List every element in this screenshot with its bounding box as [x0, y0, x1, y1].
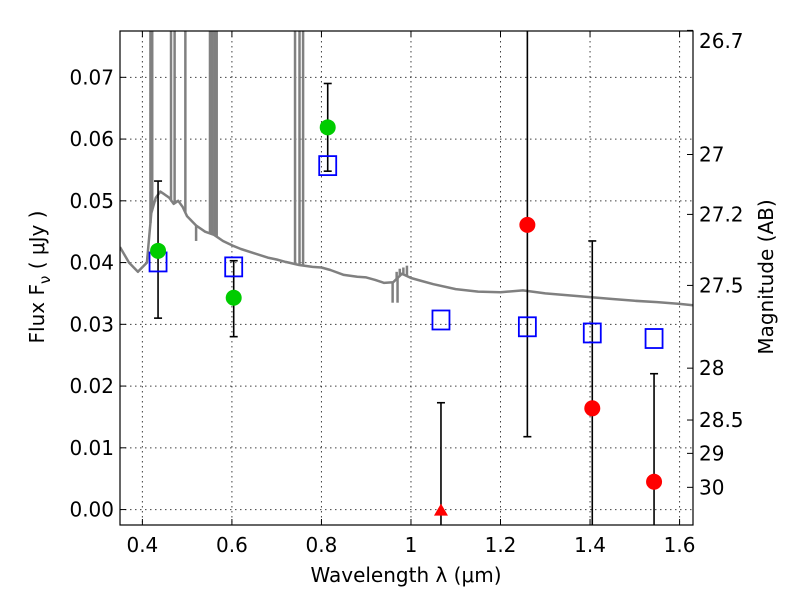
non-detection-triangle [433, 503, 448, 516]
x-tick-label: 1.6 [664, 533, 696, 557]
model-photometry-square [644, 328, 664, 349]
y-tick-label: 0.04 [69, 251, 114, 275]
model-photometry-square [318, 155, 338, 177]
observed-optical-point [319, 119, 336, 136]
magnitude-tick-label: 27.2 [699, 202, 744, 226]
model-photometry-square [224, 256, 244, 278]
y-tick-label: 0.06 [69, 127, 114, 151]
x-tick-label: 0.6 [216, 533, 248, 557]
y-axis-ticks: 0.00 0.01 0.02 0.03 0.04 0.05 0.06 0.07 [69, 65, 126, 522]
error-bars [154, 31, 659, 525]
y-axis-label: Flux Fν ( μJy ) [25, 211, 54, 344]
observed-optical-point [225, 289, 242, 306]
x-tick-label: 0.8 [306, 533, 338, 557]
y-tick-label: 0.01 [69, 436, 114, 460]
magnitude-axis-ticks: 26.7 27 27.2 27.5 28 28.5 29 30 [687, 29, 744, 499]
grid-lines [120, 31, 693, 525]
model-photometry-square [431, 309, 451, 331]
observed-photometry-points [150, 119, 663, 516]
x-tick-label: 1.2 [485, 533, 517, 557]
y-tick-label: 0.00 [69, 498, 114, 522]
y-tick-label: 0.05 [69, 189, 114, 213]
y-tick-label: 0.02 [69, 374, 114, 398]
model-photometry-square [517, 316, 537, 338]
observed-nir-point [584, 400, 601, 417]
y-tick-label: 0.03 [69, 312, 114, 336]
model-photometry-square [582, 322, 602, 344]
x-axis-label: Wavelength λ (μm) [310, 563, 501, 587]
x-axis-ticks: 0.4 0.6 0.8 1 1.2 1.4 1.6 [126, 31, 695, 557]
x-tick-label: 1.4 [574, 533, 606, 557]
observed-nir-point [646, 473, 663, 490]
magnitude-tick-label: 27.5 [699, 273, 744, 297]
sed-model-line [120, 190, 693, 307]
magnitude-tick-label: 26.7 [699, 29, 744, 53]
x-tick-label: 0.4 [126, 533, 158, 557]
x-tick-label: 1 [405, 533, 418, 557]
observed-optical-point [150, 242, 167, 259]
y-tick-label: 0.07 [69, 65, 114, 89]
model-photometry-points [148, 155, 664, 349]
magnitude-tick-label: 28 [699, 356, 724, 380]
magnitude-tick-label: 29 [699, 441, 724, 465]
magnitude-tick-label: 30 [699, 475, 724, 499]
sed-model-curve [120, 31, 693, 307]
magnitude-tick-label: 27 [699, 143, 724, 167]
magnitude-axis-label: Magnitude (AB) [754, 199, 778, 354]
magnitude-tick-label: 28.5 [699, 408, 744, 432]
plot-frame [119, 30, 694, 526]
observed-nir-point [519, 216, 536, 233]
